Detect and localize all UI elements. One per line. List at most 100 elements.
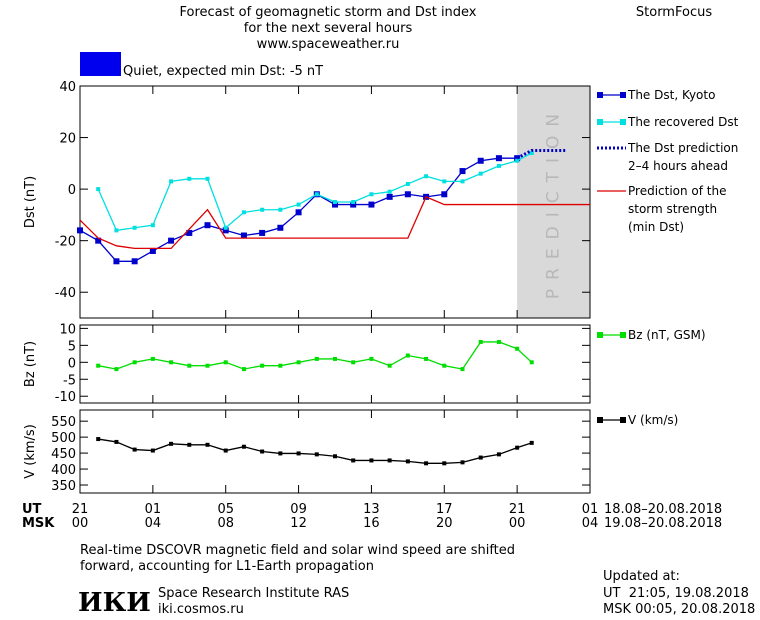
point xyxy=(405,181,410,186)
point xyxy=(424,356,429,361)
point xyxy=(351,458,356,463)
x-tick-label: 04 xyxy=(582,516,599,531)
legend-marker xyxy=(597,92,603,98)
point xyxy=(496,339,501,344)
site: iki.cosmos.ru xyxy=(158,602,244,617)
y-tick-label: 20 xyxy=(59,132,76,147)
institute: Space Research Institute RAS xyxy=(158,586,349,601)
point xyxy=(132,225,137,230)
legend-marker xyxy=(620,92,626,98)
point xyxy=(260,449,265,454)
legend-marker xyxy=(597,332,603,338)
point xyxy=(369,356,374,361)
x-tick-label: 20 xyxy=(436,516,453,531)
point xyxy=(314,452,319,457)
y-tick-label: -40 xyxy=(55,286,76,301)
series-line xyxy=(79,195,590,250)
y-tick-label: 450 xyxy=(51,447,76,462)
y-tick-label: 40 xyxy=(59,80,76,95)
point xyxy=(442,461,447,466)
point xyxy=(478,339,483,344)
point xyxy=(150,223,155,228)
point xyxy=(169,179,174,184)
legend-marker xyxy=(620,417,626,423)
point xyxy=(529,440,534,445)
point xyxy=(424,461,429,466)
point xyxy=(260,363,265,368)
point xyxy=(114,367,119,372)
y-tick-label: 350 xyxy=(51,479,76,494)
point xyxy=(296,202,301,207)
point xyxy=(515,346,520,351)
point xyxy=(460,367,465,372)
series-line xyxy=(98,341,533,370)
point xyxy=(77,227,83,234)
x-tick-label: 00 xyxy=(509,516,526,531)
logo: ИКИ xyxy=(78,588,151,618)
x-tick-label: 13 xyxy=(363,502,380,517)
y-axis-label: V (km/s) xyxy=(23,424,38,479)
point xyxy=(296,451,301,456)
point xyxy=(278,363,283,368)
point xyxy=(223,448,228,453)
y-tick-label: 0 xyxy=(68,183,76,198)
legend-marker xyxy=(597,119,603,125)
point xyxy=(223,225,228,230)
updated-line: MSK 00:05, 20.08.2018 xyxy=(603,602,755,617)
point xyxy=(529,151,534,156)
point xyxy=(114,439,119,444)
prediction-label: PREDICTION xyxy=(544,105,564,299)
point xyxy=(186,229,193,236)
point xyxy=(150,356,155,361)
point xyxy=(405,353,410,358)
legend-label: The recovered Dst xyxy=(628,115,739,129)
point xyxy=(351,200,356,204)
point xyxy=(515,158,520,163)
title-line: for the next several hours xyxy=(244,21,413,36)
point xyxy=(132,447,137,452)
x-tick-label: 17 xyxy=(436,502,453,517)
status-label: Quiet, expected min Dst: -5 nT xyxy=(123,64,323,79)
point xyxy=(460,179,465,184)
point xyxy=(314,356,319,361)
point xyxy=(387,363,392,368)
point xyxy=(96,187,101,192)
point xyxy=(515,445,520,450)
y-tick-label: 5 xyxy=(68,339,76,354)
x-tick-label: 01 xyxy=(582,502,599,517)
point xyxy=(424,174,429,179)
point xyxy=(205,442,210,447)
legend-label: The Dst, Kyoto xyxy=(628,88,716,102)
y-tick-label: 550 xyxy=(51,415,76,430)
x-tick-label: 05 xyxy=(217,502,234,517)
point xyxy=(114,228,119,233)
point xyxy=(369,192,374,197)
legend-marker xyxy=(597,417,603,423)
point xyxy=(478,171,483,176)
y-tick-label: -20 xyxy=(55,235,76,250)
point xyxy=(441,191,448,198)
point xyxy=(386,193,393,200)
point xyxy=(241,444,246,449)
legend-label: The Dst prediction 2–4 hours ahead xyxy=(628,141,739,173)
point xyxy=(132,360,137,365)
point xyxy=(278,451,283,456)
point xyxy=(387,458,392,463)
point xyxy=(95,237,102,244)
note-line: forward, accounting for L1-Earth propaga… xyxy=(80,559,374,574)
x-tick-label: 16 xyxy=(363,516,380,531)
series-line xyxy=(98,438,532,464)
legend-label: Prediction of the storm strength (min Ds… xyxy=(628,184,727,234)
note-line: Real-time DSCOVR magnetic field and sola… xyxy=(80,543,515,558)
plot-frame xyxy=(79,409,591,494)
point xyxy=(96,363,101,368)
point xyxy=(113,258,120,265)
y-tick-label: -10 xyxy=(55,390,76,405)
point xyxy=(478,455,483,460)
point xyxy=(131,258,138,265)
point xyxy=(333,454,337,459)
point xyxy=(387,189,392,194)
point xyxy=(241,210,246,215)
point xyxy=(260,207,265,212)
